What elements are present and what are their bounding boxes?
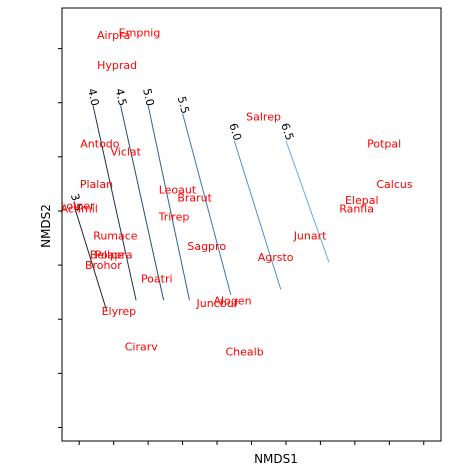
- species-label-trirep: Trirep: [158, 210, 190, 223]
- species-label-hyprad: Hyprad: [97, 59, 137, 72]
- species-label-ranfla: Ranfla: [339, 202, 374, 215]
- species-label-rumace: Rumace: [93, 229, 138, 242]
- species-label-bellpe: Bellpe: [90, 248, 124, 261]
- species-label-airpra: Airpra: [97, 29, 130, 42]
- contour-label-5-0: 5.0: [140, 87, 156, 107]
- contour-line-5-0: [147, 105, 190, 301]
- contour-label-6-0: 6.0: [226, 122, 244, 143]
- species-label-empnig: Empnig: [119, 26, 161, 39]
- species-label-poatri: Poatri: [141, 273, 173, 286]
- species-label-sagpro: Sagpro: [187, 240, 226, 253]
- species-label-agrsto: Agrsto: [258, 251, 294, 264]
- contour-label-6-5: 6.5: [278, 121, 296, 142]
- species-label-plalan: Plalan: [80, 178, 113, 191]
- ph-contour-layer: 3.5 4.0 4.5 5.0 5.5 6.0 6.5: [68, 87, 330, 312]
- species-label-brohor: Brohor: [85, 259, 122, 272]
- x-axis-title: NMDS1: [254, 452, 298, 466]
- species-label-juncbuf: Juncbuf: [196, 297, 239, 310]
- contour-label-4-0: 4.0: [85, 87, 101, 107]
- y-axis: [58, 48, 62, 428]
- species-label-cirarv: Cirarv: [125, 340, 159, 353]
- species-label-potpal: Potpal: [367, 137, 401, 150]
- species-label-calcus: Calcus: [376, 178, 412, 191]
- y-axis-title: NMDS2: [39, 204, 53, 248]
- x-axis: [78, 441, 425, 445]
- species-label-lolper: Lolper: [61, 200, 95, 213]
- contour-line-3-5: [75, 210, 108, 312]
- contour-line-4-0: [92, 105, 137, 301]
- species-label-elepal: Elepal: [345, 194, 379, 207]
- species-label-achmil: Achmil: [61, 202, 98, 215]
- contour-line-5-5: [182, 113, 232, 295]
- species-label-salrep: Salrep: [246, 110, 281, 123]
- species-label-antodo: Antodo: [80, 137, 120, 150]
- species-label-viclat: Viclat: [110, 145, 141, 158]
- species-label-brarut: Brarut: [177, 191, 212, 204]
- species-label-poapra: Poapra: [95, 248, 133, 261]
- species-label-chealb: Chealb: [226, 346, 264, 359]
- species-label-leoaut: Leoaut: [159, 183, 197, 196]
- species-label-elyrep: Elyrep: [102, 305, 137, 318]
- contour-label-3-5: 3.5: [68, 192, 86, 213]
- species-label-alogen: Alogen: [214, 294, 252, 307]
- contour-line-6-5: [285, 140, 330, 263]
- contour-line-6-0: [233, 140, 282, 290]
- contour-label-5-5: 5.5: [175, 95, 192, 115]
- contour-line-4-5: [120, 105, 165, 301]
- contour-label-4-5: 4.5: [113, 87, 129, 107]
- species-label-junart: Junart: [293, 229, 327, 242]
